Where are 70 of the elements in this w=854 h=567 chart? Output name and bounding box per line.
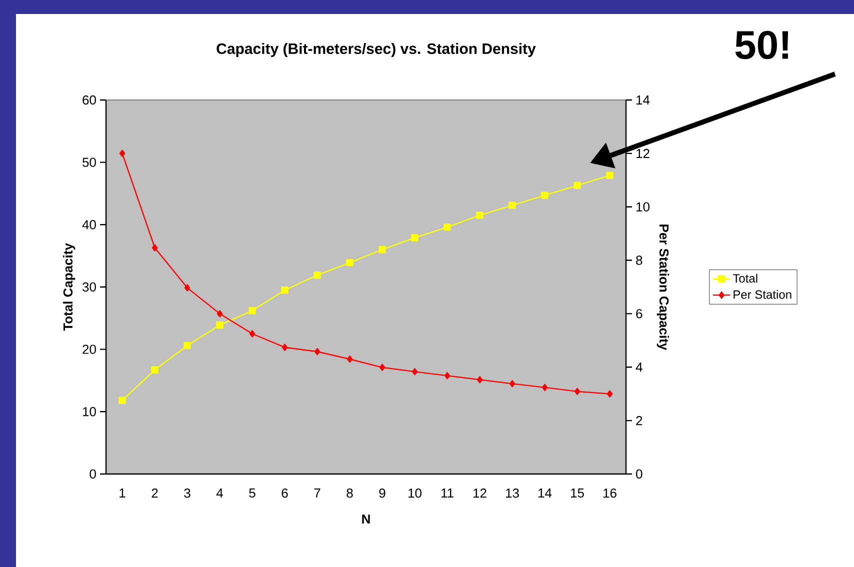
y2-tick-label: 10 — [636, 202, 650, 212]
point — [574, 388, 580, 396]
point — [216, 321, 224, 329]
x-tick-label: 14 — [538, 488, 552, 498]
point — [216, 310, 223, 318]
y-tick-label: 40 — [82, 220, 96, 230]
x-tick-label: 12 — [474, 488, 486, 498]
y-tick-label: 30 — [82, 282, 96, 292]
x-tick-label: 16 — [604, 488, 616, 498]
x-tick-label: 2 — [152, 488, 158, 498]
y2-tick-label: 0 — [636, 469, 642, 479]
legend-label: Per Station — [734, 290, 792, 299]
y-axis-title: Total Capacity — [63, 243, 76, 331]
point — [281, 286, 288, 294]
x-tick-label: 15 — [571, 488, 584, 498]
point — [282, 344, 288, 351]
y2-tick-label: 8 — [636, 256, 642, 265]
point — [541, 192, 548, 199]
y2-tick-label: 2 — [636, 416, 642, 426]
x-tick-label: 13 — [506, 488, 519, 498]
x-tick-label: 7 — [314, 488, 320, 498]
point — [379, 364, 386, 371]
y-tick-label: 50 — [82, 158, 96, 167]
point — [378, 246, 386, 254]
y2-tick-label: 6 — [636, 309, 642, 318]
y-tick-label: 0 — [90, 469, 96, 479]
x-tick-label: 5 — [249, 488, 256, 498]
point — [248, 307, 256, 314]
x-axis-title: N — [362, 514, 370, 524]
y2-axis-title: Per Station Capacity — [656, 224, 669, 350]
text: 50! — [735, 30, 788, 60]
point — [476, 376, 483, 384]
x-tick-label: 9 — [379, 488, 386, 498]
x-tick-label: 3 — [184, 488, 190, 498]
y-tick-label: 20 — [82, 344, 96, 354]
point — [119, 150, 126, 158]
point — [606, 390, 613, 398]
point — [118, 396, 126, 404]
y-tick-label: 60 — [82, 95, 96, 105]
y2-tick-label: 14 — [636, 96, 650, 104]
point — [476, 212, 484, 219]
point — [249, 330, 256, 338]
point — [314, 272, 321, 279]
point — [412, 368, 418, 376]
x-tick-label: 10 — [408, 488, 422, 498]
point — [184, 284, 190, 292]
point — [151, 366, 158, 374]
x-tick-label: 6 — [282, 488, 288, 498]
point — [346, 259, 354, 266]
x-tick-label: 11 — [441, 488, 454, 498]
point — [444, 224, 451, 231]
y-tick-label: 10 — [83, 407, 96, 416]
y2-tick-label: 4 — [636, 362, 642, 372]
point — [346, 356, 353, 363]
point — [411, 234, 418, 242]
point — [508, 202, 516, 209]
y2-tick-label: 12 — [636, 148, 650, 158]
point — [606, 172, 614, 180]
point — [574, 182, 581, 189]
x-tick-label: 1 — [120, 488, 126, 498]
point — [509, 380, 516, 388]
point — [542, 384, 548, 392]
point — [444, 372, 450, 380]
x-tick-label: 8 — [346, 488, 353, 498]
x-tick-label: 4 — [216, 488, 223, 498]
point — [152, 244, 158, 252]
legend-label: Total — [732, 274, 758, 283]
point — [314, 348, 320, 356]
point — [184, 342, 191, 350]
chart-title: Capacity (Bit-meters/sec) vs. Station Density — [216, 43, 536, 57]
